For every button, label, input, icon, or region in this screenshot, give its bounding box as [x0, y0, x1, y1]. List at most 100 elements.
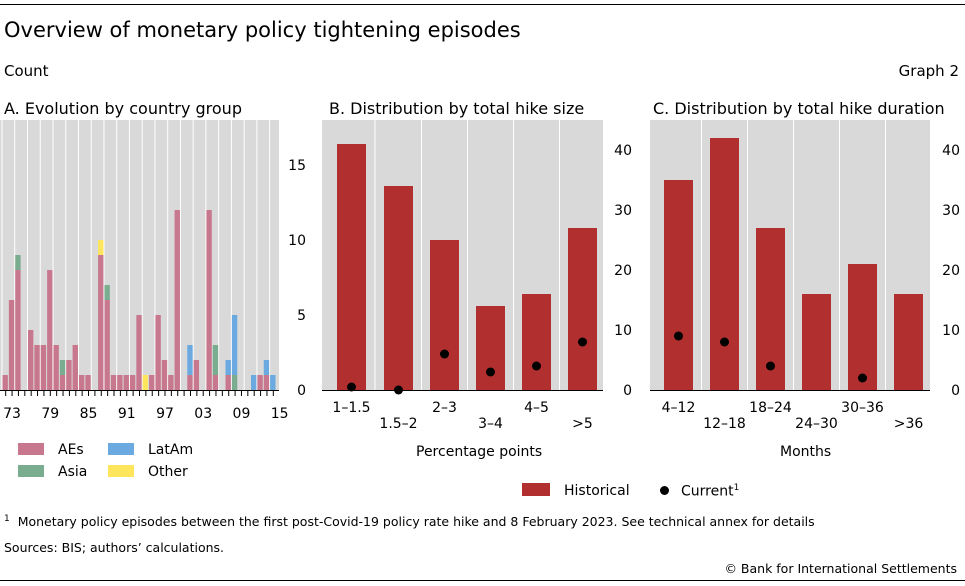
panel-a-bar-aes: [47, 270, 53, 390]
panel-a-bar-aes: [263, 375, 270, 390]
panel-b-point-current: [347, 382, 356, 392]
panel-b-xtick-label: 3–4: [478, 416, 503, 432]
panel-a-xtick-label: 09: [233, 406, 251, 422]
legend-label-asia: Asia: [58, 464, 88, 480]
panel-a-bar-asia: [231, 375, 238, 390]
bottom-rule: [0, 580, 965, 581]
legend-item-asia: Asia: [18, 464, 87, 480]
panel-a-bar-aes: [78, 375, 85, 390]
panel-a-xtick-label: 73: [3, 406, 21, 422]
panel-a-bar-aes: [2, 375, 8, 390]
copyright: © Bank for International Settlements: [724, 561, 957, 576]
panel-a-bar-aes: [117, 375, 123, 390]
panel-a-bar-asia: [59, 360, 66, 375]
panel-c-point-current: [858, 373, 867, 383]
legend-label-current: Current: [681, 483, 734, 500]
panel-b-xlabel: Percentage points: [416, 444, 543, 460]
panel-c-point-current: [766, 361, 775, 371]
panel-a-bar-aes: [136, 315, 142, 390]
panel-a-bar-aes: [85, 375, 91, 390]
panel-c-bar-historical: [710, 138, 739, 390]
panel-a-bar-aes: [187, 375, 193, 390]
panel-b-bar-historical: [568, 228, 597, 390]
panel-b-xtick-label: 4–5: [524, 400, 549, 416]
current-marker-icon: [660, 485, 669, 495]
panel-c-bar-historical: [848, 264, 877, 390]
panel-a-bar-aes: [212, 375, 219, 390]
panel-b-point-current: [578, 337, 587, 347]
legend-item-current: Current1: [660, 483, 739, 500]
panel-b-bar-historical: [337, 144, 366, 390]
panel-c-ytick-label: 10: [942, 323, 960, 339]
panel-b-plot-area: [322, 120, 603, 390]
panel-b-xtick-label: 2–3: [432, 400, 457, 416]
sources: Sources: BIS; authors’ calculations.: [4, 540, 225, 555]
panel-a-bar-aes: [225, 375, 231, 390]
legend-footnote-mark: 1: [733, 483, 740, 493]
panel-c-ytick-label: 0: [951, 383, 960, 399]
panel-a-bar-aes: [168, 375, 174, 390]
panel-c-point-current: [674, 331, 683, 341]
panel-b-ytick-label: 40: [614, 143, 632, 159]
panel-c-xtick-label: 4–12: [662, 400, 696, 416]
panel-a-bar-aes: [66, 360, 72, 390]
panel-a-bar-aes: [206, 210, 212, 390]
panel-a-bar-aes: [8, 300, 15, 390]
panel-a-bar-other: [142, 375, 149, 390]
panel-a-bar-aes: [34, 345, 40, 390]
panel-a-bar-aes: [110, 375, 117, 390]
footnote: 1 Monetary policy episodes between the f…: [4, 514, 815, 529]
panel-a-bar-aes: [27, 330, 34, 390]
panel-a-bar-aes: [72, 345, 78, 390]
panel-c-xtick-label: >36: [894, 416, 924, 432]
panel-a-bar-aes: [98, 255, 104, 390]
chart-title: Overview of monetary policy tightening e…: [4, 18, 521, 42]
panel-b-bar-historical: [476, 306, 505, 390]
panel-b-ytick-label: 30: [614, 203, 632, 219]
panel-b-bar-historical: [430, 240, 459, 390]
legend-label-aes: AEs: [58, 442, 84, 458]
panel-c-title: C. Distribution by total hike duration: [653, 99, 945, 118]
panel-c-bar-historical: [802, 294, 831, 390]
latam-swatch: [108, 443, 134, 455]
legend-item-other: Other: [108, 464, 188, 480]
panel-a-bar-aes: [155, 315, 161, 390]
panel-b-ytick-label: 10: [614, 323, 632, 339]
footnote-text: Monetary policy episodes between the fir…: [17, 514, 815, 530]
panel-c-ytick-label: 20: [942, 263, 960, 279]
legend-label-latam: LatAm: [148, 442, 194, 458]
top-rule: [0, 4, 965, 5]
panel-a-bar-aes: [59, 375, 66, 390]
panel-a-xtick-label: 85: [80, 406, 98, 422]
panel-a-xtick-label: 15: [271, 406, 289, 422]
panel-a-xtick-label: 91: [118, 406, 136, 422]
panel-a-bar-asia: [212, 345, 219, 375]
legend-label-historical: Historical: [564, 483, 630, 499]
panel-a-bar-aes: [40, 345, 47, 390]
other-swatch: [108, 465, 134, 477]
panel-a-bar-latam: [231, 315, 238, 375]
panel-a-title: A. Evolution by country group: [4, 99, 242, 118]
panel-a-bar-aes: [161, 360, 168, 390]
unit-label: Count: [4, 62, 49, 80]
panel-a-xtick-label: 97: [156, 406, 174, 422]
panel-c-bar-historical: [894, 294, 923, 390]
aes-swatch: [18, 443, 44, 455]
panel-c-ytick-label: 40: [942, 143, 960, 159]
graph-number: Graph 2: [898, 62, 959, 80]
panel-a-bar-latam: [251, 375, 257, 390]
panel-a-bar-aes: [123, 375, 129, 390]
panel-a-bar-latam: [225, 360, 231, 375]
panel-a-bar-latam: [187, 345, 193, 375]
panel-c-xlabel: Months: [780, 444, 832, 460]
panel-a-bar-aes: [104, 300, 110, 390]
panel-a-bar-aes: [149, 375, 155, 390]
panel-b-xtick-label: 1–1.5: [332, 400, 370, 416]
panel-c-plot-area: [650, 120, 930, 390]
panel-a-ytick-label: 5: [297, 308, 306, 324]
panel-a-bar-asia: [104, 285, 110, 300]
panel-a-bar-asia: [15, 255, 21, 270]
panel-b-bar-historical: [522, 294, 551, 390]
panel-c-ytick-label: 30: [942, 203, 960, 219]
